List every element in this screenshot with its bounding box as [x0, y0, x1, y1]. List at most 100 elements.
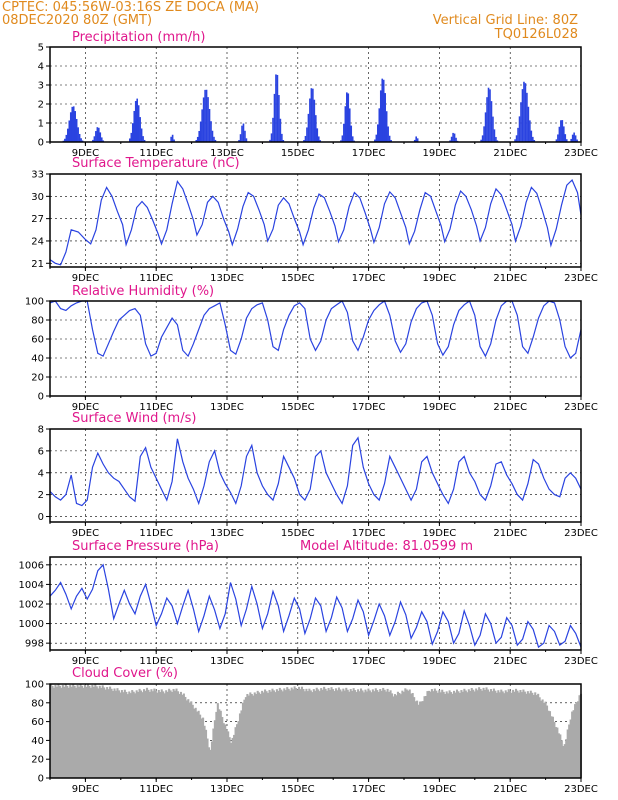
precipitation-bar [530, 130, 533, 142]
precipitation-bar [388, 135, 391, 142]
precipitation-date-label: 13DEC [210, 148, 244, 159]
cloud-cover-bar [274, 692, 277, 778]
cloud-cover-bar [120, 690, 123, 778]
precipitation-bar [65, 134, 68, 142]
cloud-cover-bar [58, 685, 61, 778]
precipitation-bar [453, 133, 456, 142]
cloud-cover-bar [312, 689, 315, 778]
cloud-cover-bar [441, 689, 444, 778]
cloud-cover-bar [323, 686, 326, 778]
precipitation-bar [68, 120, 71, 142]
cloud-cover-bar [572, 710, 575, 778]
precipitation-bar [377, 124, 379, 142]
precipitation-bar [170, 136, 172, 142]
precipitation-bar [450, 136, 453, 142]
cloud-cover-bar [185, 700, 188, 778]
cloud-cover-bar [430, 689, 433, 778]
precipitation-bar [561, 120, 564, 142]
cloud-cover-date-label: 13DEC [210, 784, 244, 795]
cloud-cover-bar [407, 690, 410, 778]
cloud-cover-bar [206, 738, 209, 778]
cloud-cover-bar [140, 690, 143, 778]
surface-temperature-line [49, 178, 582, 266]
cloud-cover-bar [541, 699, 544, 778]
cloud-cover-bar [66, 685, 69, 778]
precipitation-bar [570, 138, 572, 142]
panels-group: Precipitation (mm/h) 9DEC 11DEC 13DEC 15DEC 1… [19, 30, 598, 795]
cloud-cover-bar [448, 690, 451, 778]
precipitation-bar [341, 135, 344, 142]
cloud-cover-bar [157, 689, 160, 778]
cloud-cover-bar [215, 711, 218, 778]
precipitation-bar [375, 134, 378, 142]
cloud-cover-bar [126, 694, 129, 778]
cloud-cover-bar [514, 688, 518, 778]
cloud-cover-bar [523, 691, 526, 778]
cloud-cover-bar [210, 741, 213, 778]
cloud-cover-bar [67, 687, 70, 778]
cloud-cover-bar [543, 702, 546, 778]
surface-wind-date-label: 11DEC [139, 528, 173, 539]
cloud-cover-bar [262, 692, 265, 778]
precipitation-bar [214, 139, 217, 142]
cloud-cover-bar [271, 688, 274, 778]
cloud-cover-bar [436, 692, 439, 778]
cloud-cover-bar [131, 690, 134, 778]
surface-pressure-model-altitude: Model Altitude: 81.0599 m [300, 539, 473, 554]
cloud-cover-bar [234, 727, 237, 778]
cloud-cover-bar [426, 691, 429, 778]
precipitation-bar [96, 127, 99, 142]
precipitation-bar [374, 139, 376, 142]
cloud-cover-bar [513, 691, 516, 778]
cloud-cover-bar [188, 702, 191, 778]
relative-humidity-date-label: 15DEC [281, 402, 315, 413]
surface-wind-date-label: 9DEC [72, 528, 99, 539]
precipitation-bar [312, 88, 314, 142]
cloud-cover-bar [200, 718, 203, 778]
precipitation-bar [303, 139, 305, 142]
cloud-cover-bar [54, 684, 57, 778]
cloud-cover-bar [458, 693, 461, 778]
relative-humidity-ytick-label: 100 [25, 297, 44, 308]
cloud-cover-bar [308, 688, 311, 778]
cloud-cover-bar [494, 690, 497, 778]
cloud-cover-bar [63, 686, 66, 778]
cloud-cover-bar [286, 687, 289, 778]
cloud-cover-bar [498, 692, 501, 778]
cloud-cover-bar [337, 687, 340, 778]
precipitation-bar [173, 139, 175, 142]
cloud-cover-bar [373, 691, 376, 778]
cloud-cover-bar [196, 711, 199, 778]
cloud-cover-bar [97, 688, 100, 778]
relative-humidity-date-label: 13DEC [210, 402, 244, 413]
cloud-cover-bar [566, 729, 569, 778]
precipitation-bar [452, 132, 454, 142]
cloud-cover-bar [172, 688, 175, 778]
cloud-cover-bar [559, 734, 562, 778]
precipitation-bar [347, 93, 350, 142]
cloud-cover-bar [103, 687, 106, 778]
precipitation-bar [238, 139, 240, 142]
surface-temperature-ytick-label: 33 [31, 170, 44, 181]
cloud-cover-bar [203, 725, 206, 778]
precipitation-bar [574, 135, 577, 142]
precipitation-bar [350, 125, 353, 142]
precipitation-bar [171, 134, 174, 142]
precipitation-frame [49, 46, 582, 143]
surface-pressure-date-label: 13DEC [210, 656, 244, 667]
cloud-cover-bar [461, 691, 464, 778]
cloud-cover-bar [160, 689, 163, 778]
precipitation-bar [129, 138, 131, 142]
cloud-cover-bar [302, 688, 305, 778]
surface-pressure-date-label: 21DEC [493, 656, 527, 667]
cloud-cover-bar [548, 711, 552, 778]
cloud-cover-bar [145, 687, 149, 778]
cloud-cover-bar [176, 691, 180, 778]
precipitation-bar [241, 125, 243, 142]
cloud-cover-bar [399, 694, 402, 778]
surface-temperature-ytick-label: 21 [31, 259, 44, 270]
precipitation-bar [524, 83, 527, 142]
relative-humidity-date-label: 23DEC [564, 402, 598, 413]
cloud-cover-bar [258, 692, 261, 778]
relative-humidity-ytick-label: 20 [31, 373, 44, 384]
